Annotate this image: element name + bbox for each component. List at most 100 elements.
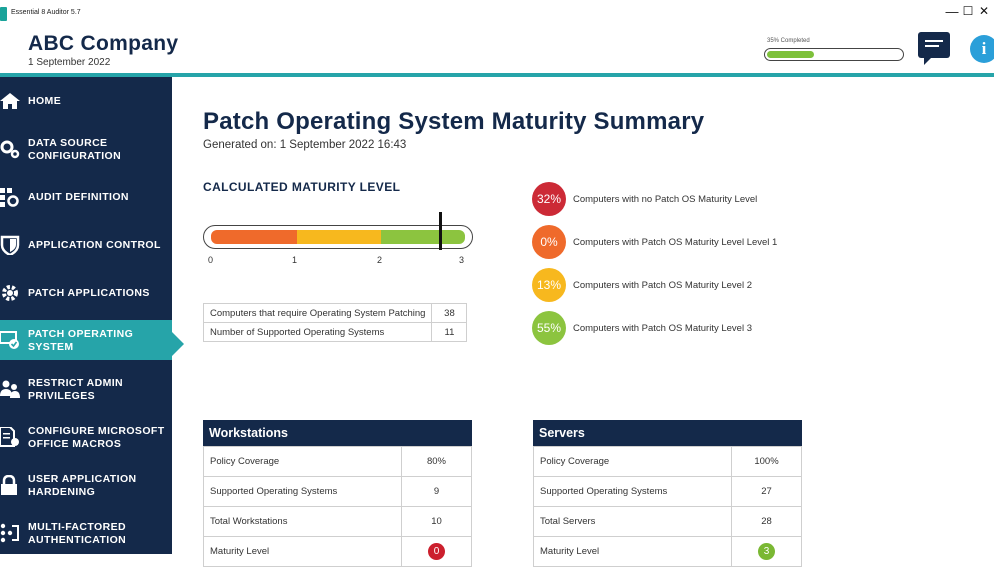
grid-gear-icon xyxy=(0,188,19,207)
row-label: Supported Operating Systems xyxy=(533,476,732,507)
header-divider xyxy=(0,73,994,77)
sidebar-item-label: CONFIGURE MICROSOFT OFFICE MACROS xyxy=(28,425,165,450)
table-row: Total Servers 28 xyxy=(533,506,802,537)
chat-icon-line xyxy=(925,40,943,42)
legend-label: Computers with no Patch OS Maturity Leve… xyxy=(573,193,758,205)
sidebar-item-user-application-hardening[interactable]: USER APPLICATION HARDENING xyxy=(0,461,172,509)
table-row: Policy Coverage 80% xyxy=(203,446,472,477)
legend-label: Computers with Patch OS Maturity Level 3 xyxy=(573,322,752,334)
feedback-chat-button[interactable] xyxy=(918,32,950,65)
legend-item: 0% Computers with Patch OS Maturity Leve… xyxy=(532,225,777,259)
sidebar-item-data-source-configuration[interactable]: DATA SOURCE CONFIGURATION xyxy=(0,125,172,173)
maturity-segment-level-3 xyxy=(381,230,465,244)
sidebar-item-multi-factored-authentication[interactable]: MULTI-FACTORED AUTHENTICATION xyxy=(0,509,172,557)
scale-tick: 0 xyxy=(208,255,214,265)
row-label: Total Servers xyxy=(533,506,732,537)
sidebar-item-label: DATA SOURCE CONFIGURATION xyxy=(28,137,122,162)
monitor-check-icon xyxy=(0,331,19,349)
sidebar-item-restrict-admin-privileges[interactable]: RESTRICT ADMIN PRIVILEGES xyxy=(0,365,172,413)
app-logo-icon xyxy=(0,7,7,21)
document-gear-icon xyxy=(0,427,19,447)
row-label: Total Workstations xyxy=(203,506,402,537)
table-row: Total Workstations 10 xyxy=(203,506,472,537)
chat-icon-line xyxy=(925,45,939,47)
scale-tick: 2 xyxy=(377,255,383,265)
table-row: Maturity Level 0 xyxy=(203,536,472,567)
gears-icon xyxy=(0,140,20,159)
legend-label: Computers with Patch OS Maturity Level L… xyxy=(573,236,778,248)
company-name: ABC Company xyxy=(28,32,179,55)
info-button[interactable]: i xyxy=(970,35,994,63)
sidebar-item-label: APPLICATION CONTROL xyxy=(28,238,161,251)
servers-table: Policy Coverage 100% Supported Operating … xyxy=(533,446,802,567)
row-label: Maturity Level xyxy=(533,536,732,567)
maturity-bar-track xyxy=(211,230,465,244)
maximize-button[interactable]: ☐ xyxy=(962,4,974,18)
maturity-segment-level-1 xyxy=(211,230,298,244)
sidebar-item-label: RESTRICT ADMIN PRIVILEGES xyxy=(28,377,124,402)
sidebar-item-label: USER APPLICATION HARDENING xyxy=(28,473,137,498)
table-row: Supported Operating Systems 27 xyxy=(533,476,802,507)
stat-value: 11 xyxy=(431,322,468,342)
sidebar-item-label: AUDIT DEFINITION xyxy=(28,190,129,203)
table-row: Policy Coverage 100% xyxy=(533,446,802,477)
sidebar-item-audit-definition[interactable]: AUDIT DEFINITION xyxy=(0,173,172,221)
gear-icon xyxy=(2,285,18,301)
row-value: 0 xyxy=(401,536,472,567)
users-icon xyxy=(0,380,20,398)
scale-tick: 3 xyxy=(459,255,465,265)
table-row: Supported Operating Systems 9 xyxy=(203,476,472,507)
percent-badge: 0% xyxy=(532,225,566,259)
row-value: 80% xyxy=(401,446,472,477)
sidebar-item-label: PATCH APPLICATIONS xyxy=(28,286,150,299)
card-title: Workstations xyxy=(203,420,472,446)
progress-fill xyxy=(767,51,814,58)
progress-bar xyxy=(764,48,904,61)
sidebar-item-patch-operating-system[interactable]: PATCH OPERATING SYSTEM xyxy=(0,320,184,360)
table-row: Maturity Level 3 xyxy=(533,536,802,567)
sidebar-item-label: PATCH OPERATING SYSTEM xyxy=(28,328,134,353)
card-title: Servers xyxy=(533,420,802,446)
stat-value: 38 xyxy=(431,303,468,323)
stat-label: Number of Supported Operating Systems xyxy=(202,322,433,342)
maturity-heading: CALCULATED MATURITY LEVEL xyxy=(203,180,401,194)
close-button[interactable]: ✕ xyxy=(978,4,990,18)
row-value: 100% xyxy=(731,446,802,477)
sidebar-item-configure-microsoft-office-macros[interactable]: CONFIGURE MICROSOFT OFFICE MACROS xyxy=(0,413,172,461)
minimize-button[interactable]: — xyxy=(945,4,959,19)
scale-tick: 1 xyxy=(292,255,298,265)
table-row: Computers that require Operating System … xyxy=(202,303,468,323)
sidebar-item-patch-applications[interactable]: PATCH APPLICATIONS xyxy=(0,269,172,317)
app-header: ABC Company 1 September 2022 35% Complet… xyxy=(0,28,994,73)
title-bar: Essential 8 Auditor 5.7 — ☐ ✕ xyxy=(0,0,994,28)
page-title: Patch Operating System Maturity Summary xyxy=(203,108,705,135)
lock-icon xyxy=(1,475,17,495)
legend-item: 13% Computers with Patch OS Maturity Lev… xyxy=(532,268,752,302)
progress-label: 35% Completed xyxy=(767,38,810,44)
servers-card: Servers Policy Coverage 100% Supported Op… xyxy=(533,420,802,567)
row-label: Policy Coverage xyxy=(203,446,402,477)
row-label: Maturity Level xyxy=(203,536,402,567)
sidebar-item-application-control[interactable]: APPLICATION CONTROL xyxy=(0,221,172,269)
legend-label: Computers with Patch OS Maturity Level 2 xyxy=(573,279,752,291)
maturity-level-badge: 3 xyxy=(758,543,775,560)
percent-badge: 13% xyxy=(532,268,566,302)
legend-item: 32% Computers with no Patch OS Maturity … xyxy=(532,182,757,216)
percent-badge: 55% xyxy=(532,311,566,345)
maturity-level-badge: 0 xyxy=(428,543,445,560)
header-date: 1 September 2022 xyxy=(28,57,111,68)
shield-icon xyxy=(0,235,20,255)
workstations-card: Workstations Policy Coverage 80% Supporte… xyxy=(203,420,472,567)
percent-badge: 32% xyxy=(532,182,566,216)
sidebar: HOME DATA SOURCE CONFIGURATION AUDIT DEF… xyxy=(0,77,184,557)
workstations-table: Policy Coverage 80% Supported Operating S… xyxy=(203,446,472,567)
window-title: Essential 8 Auditor 5.7 xyxy=(11,9,81,16)
stat-label: Computers that require Operating System … xyxy=(202,303,433,323)
legend-item: 55% Computers with Patch OS Maturity Lev… xyxy=(532,311,752,345)
row-label: Policy Coverage xyxy=(533,446,732,477)
row-value: 27 xyxy=(731,476,802,507)
sidebar-item-label: HOME xyxy=(28,94,62,107)
row-value: 10 xyxy=(401,506,472,537)
sidebar-item-home[interactable]: HOME xyxy=(0,77,172,125)
stats-table: Computers that require Operating System … xyxy=(202,303,468,342)
